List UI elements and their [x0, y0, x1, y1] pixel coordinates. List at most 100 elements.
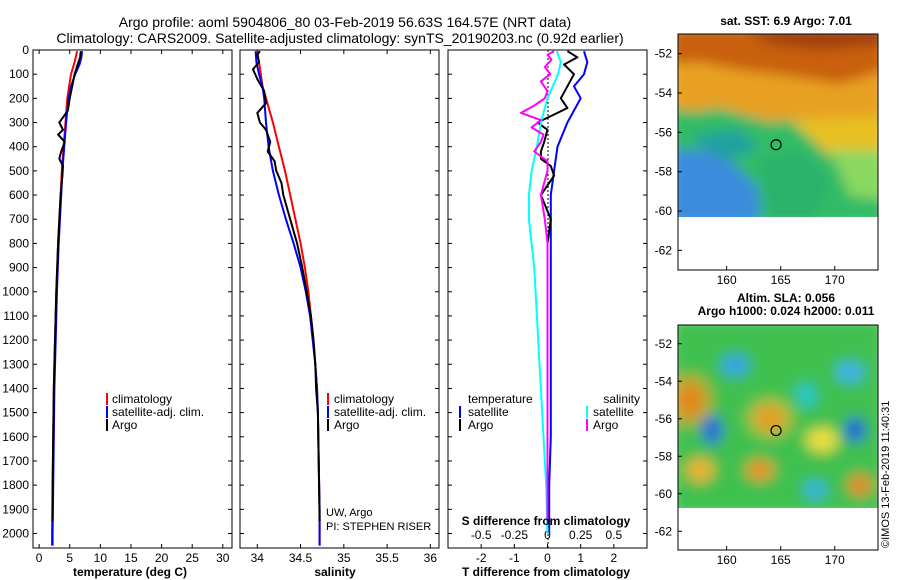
lat-tick-label: -56 — [655, 412, 673, 426]
x-tick-label: 1 — [577, 551, 584, 565]
difference-legend: temperature satellite Argo salinity sate… — [459, 392, 640, 432]
y-tick-label: 2000 — [2, 526, 29, 540]
x-tick-label: 5 — [66, 551, 73, 565]
sla-profile-marker — [770, 424, 782, 437]
x-tick-label: 35.5 — [375, 551, 399, 565]
series-argo — [252, 50, 321, 522]
difference-panel: -2 -1 0 1 2 -0.5 -0.25 0 0.25 0.5 S difference f… — [447, 49, 648, 579]
y-tick-label: 0 — [22, 43, 29, 57]
legend-label-s-satellite: satellite — [593, 405, 634, 419]
x-tick-label: -2 — [476, 551, 487, 565]
lon-tick-label: 170 — [825, 553, 845, 567]
lon-tick-label: 160 — [717, 553, 737, 567]
sla-lon-axis: 160 165 170 — [717, 546, 845, 567]
lat-tick-label: -60 — [655, 487, 673, 501]
legend-label-t-satellite: satellite — [468, 405, 509, 419]
sla-lat-axis: -52 -54 -56 -58 -60 -62 — [655, 337, 682, 538]
sst-lat-axis: -52 -54 -56 -58 -60 -62 — [655, 47, 682, 257]
difference-depth-ticks — [448, 49, 647, 534]
lat-tick-label: -54 — [655, 86, 673, 100]
temperature-panel: 0100200300400500600700800900100011001200… — [2, 43, 233, 579]
x-tick-label: 2 — [610, 551, 617, 565]
sla-map-title-line-1: Altim. SLA: 0.056 — [737, 291, 835, 305]
salinity-depth-ticks — [240, 49, 439, 534]
salinity-axes-frame — [239, 49, 440, 549]
difference-series — [520, 50, 589, 534]
legend-label-t-argo: Argo — [468, 418, 494, 432]
legend-label-s-argo: Argo — [593, 418, 619, 432]
y-tick-label: 300 — [9, 116, 29, 130]
y-tick-label: 1600 — [2, 430, 29, 444]
sst-map-title: sat. SST: 6.9 Argo: 7.01 — [720, 14, 852, 28]
t-difference-x-axis: -2 -1 0 1 2 — [476, 544, 617, 565]
s-difference-xlabel: S difference from climatology — [462, 514, 631, 528]
series-argo — [51, 51, 82, 522]
lat-tick-label: -58 — [655, 449, 673, 463]
salinity-legend: climatology satellite-adj. clim. Argo — [327, 392, 426, 432]
series-s-satellite — [527, 50, 562, 534]
salinity-x-axis: 34 34.5 35 35.5 36 — [251, 50, 438, 565]
imos-credit: ©IMOS 13-Feb-2019 11:40:31 — [880, 401, 892, 548]
y-tick-label: 1100 — [3, 309, 29, 323]
x-tick-label: 0 — [544, 551, 551, 565]
x-tick-label: 15 — [124, 551, 138, 565]
x2-tick-label: 0 — [544, 528, 551, 542]
lon-tick-label: 165 — [771, 553, 791, 567]
lat-tick-label: -52 — [655, 47, 673, 61]
x-tick-label: 25 — [186, 551, 200, 565]
legend-label-argo: Argo — [334, 418, 360, 432]
legend-title-temperature: temperature — [468, 392, 533, 406]
y-tick-label: 500 — [9, 164, 29, 178]
lat-tick-label: -56 — [655, 125, 673, 139]
series-s-argo — [520, 50, 555, 522]
sla-map-title-line-2: Argo h1000: 0.024 h2000: 0.011 — [698, 304, 875, 318]
lat-tick-label: -62 — [655, 524, 673, 538]
y-tick-label: 200 — [9, 91, 29, 105]
sla-field — [678, 325, 878, 508]
y-tick-label: 1200 — [2, 333, 29, 347]
temperature-legend: climatology satellite-adj. clim. Argo — [106, 392, 204, 432]
x2-tick-label: -0.5 — [471, 528, 492, 542]
lat-tick-label: -58 — [655, 165, 673, 179]
lon-tick-label: 160 — [717, 273, 737, 287]
y-tick-label: 600 — [9, 188, 29, 202]
sla-map-panel: Altim. SLA: 0.056 Argo h1000: 0.024 h200… — [655, 291, 879, 567]
x-tick-label: 35 — [337, 551, 351, 565]
s-difference-x-axis: -0.5 -0.25 0 0.25 0.5 — [471, 528, 623, 542]
t-difference-xlabel: T difference from climatology — [462, 565, 630, 579]
x2-tick-label: 0.25 — [569, 528, 593, 542]
title-line-1: Argo profile: aoml 5904806_80 03-Feb-201… — [119, 14, 571, 30]
sst-map-frame — [677, 33, 879, 271]
y-tick-label: 700 — [9, 212, 29, 226]
lat-tick-label: -52 — [655, 337, 673, 351]
temperature-x-axis: 0 5 10 15 20 25 30 — [36, 50, 230, 565]
x2-tick-label: -0.25 — [501, 528, 529, 542]
lon-tick-label: 165 — [771, 273, 791, 287]
salinity-panel: 34 34.5 35 35.5 36 salinity climatology sate… — [239, 49, 440, 579]
y-tick-label: 800 — [9, 236, 29, 250]
y-tick-label: 1700 — [2, 454, 29, 468]
salinity-series — [252, 50, 321, 546]
legend-label-satellite: satellite-adj. clim. — [334, 405, 426, 419]
y-tick-label: 1400 — [2, 381, 29, 395]
legend-label-climatology: climatology — [112, 392, 172, 406]
y-tick-label: 1900 — [2, 502, 29, 516]
y-tick-label: 1000 — [2, 285, 29, 299]
legend-label-argo: Argo — [112, 418, 138, 432]
x-tick-label: 10 — [94, 551, 108, 565]
y-tick-label: 1500 — [2, 406, 29, 420]
y-tick-label: 900 — [9, 261, 29, 275]
lat-tick-label: -62 — [655, 243, 673, 257]
x-tick-label: 34.5 — [289, 551, 313, 565]
x-tick-label: 36 — [424, 551, 438, 565]
y-tick-label: 1300 — [2, 357, 29, 371]
credit-uw-argo: UW, Argo — [326, 507, 372, 519]
x-tick-label: 34 — [251, 551, 265, 565]
legend-label-satellite: satellite-adj. clim. — [112, 405, 204, 419]
y-tick-label: 400 — [9, 140, 29, 154]
sst-profile-marker — [770, 139, 782, 151]
x-tick-label: 20 — [155, 551, 169, 565]
sst-field — [678, 34, 878, 217]
lat-tick-label: -54 — [655, 374, 673, 388]
